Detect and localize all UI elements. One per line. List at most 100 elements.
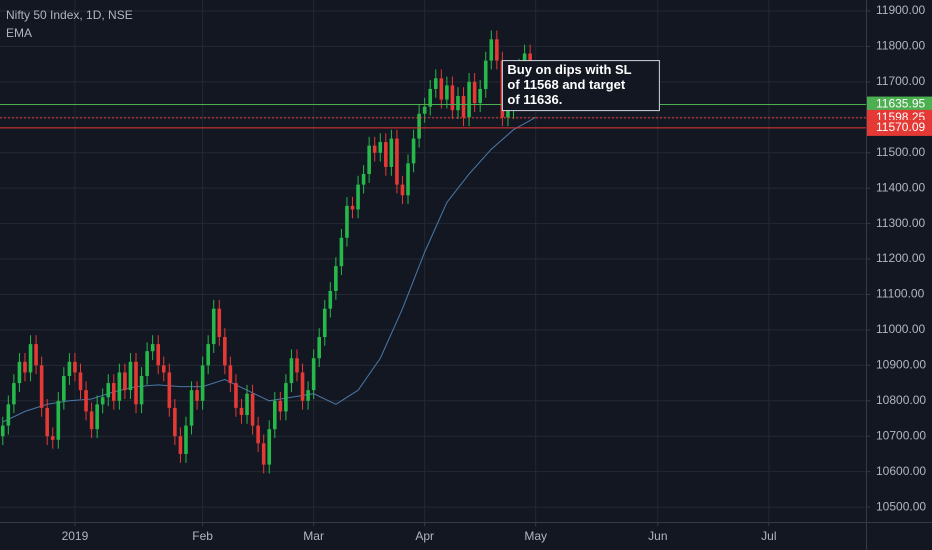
candle-body xyxy=(28,344,33,373)
candle-body xyxy=(328,290,333,309)
candle-body xyxy=(123,372,127,391)
candle-body xyxy=(173,407,177,437)
y-tick-label: 10700.00 xyxy=(876,428,926,442)
candle-body xyxy=(150,344,155,352)
candle-body xyxy=(300,372,305,401)
candle-body xyxy=(223,337,227,366)
candle-body xyxy=(206,344,210,366)
candle-body xyxy=(234,383,238,408)
price-level-tag xyxy=(867,96,932,113)
candle-body xyxy=(372,145,377,153)
candle-body xyxy=(139,375,144,405)
candle-body xyxy=(195,390,199,401)
x-tick-label: Jun xyxy=(648,529,667,543)
candle-body xyxy=(345,205,349,238)
candle-body xyxy=(267,429,272,465)
candle-body xyxy=(350,205,355,210)
candle-body xyxy=(228,365,233,384)
candle-body xyxy=(411,138,416,164)
candle-body xyxy=(467,81,471,118)
candle-body xyxy=(284,383,288,412)
candle-body xyxy=(23,361,27,373)
candle-body xyxy=(112,383,116,401)
y-tick-label: 10900.00 xyxy=(876,358,926,372)
x-tick-label: Mar xyxy=(303,529,324,543)
y-tick-label: 11300.00 xyxy=(876,216,925,230)
candle-body xyxy=(489,39,494,61)
y-tick-label: 11200.00 xyxy=(876,251,925,265)
candle-body xyxy=(106,383,111,398)
candle-body xyxy=(161,365,166,373)
candle-body xyxy=(433,78,438,89)
candle-body xyxy=(245,393,249,415)
candle-body xyxy=(100,397,105,405)
candle-body xyxy=(200,365,205,401)
candle-body xyxy=(67,361,72,376)
x-tick-label: Feb xyxy=(192,529,213,543)
candle-body xyxy=(472,81,477,104)
candle-body xyxy=(12,383,16,405)
candle-body xyxy=(89,411,94,430)
candle-body xyxy=(506,110,510,118)
y-tick-label: 11500.00 xyxy=(876,145,925,159)
candle-body xyxy=(117,372,122,401)
candle-body xyxy=(6,404,11,426)
candle-body xyxy=(389,138,394,167)
candle-body xyxy=(45,407,49,437)
candle-body xyxy=(395,138,399,185)
candle-body xyxy=(461,96,466,118)
candle-body xyxy=(250,393,255,426)
candle-body xyxy=(361,174,366,185)
x-tick-label: May xyxy=(524,529,547,543)
y-tick-label: 11000.00 xyxy=(876,322,925,336)
candle-body xyxy=(167,372,172,408)
candle-body xyxy=(289,358,294,384)
y-tick-label: 11800.00 xyxy=(876,39,925,53)
candle-body xyxy=(145,351,149,376)
candle-body xyxy=(384,142,388,167)
y-tick-label: 10500.00 xyxy=(876,499,926,513)
candle-body xyxy=(422,106,427,114)
y-tick-label: 10800.00 xyxy=(876,393,926,407)
price-level-tag xyxy=(867,119,932,136)
y-tick-label: 11400.00 xyxy=(876,180,925,194)
annotation-text: Buy on dips with SL xyxy=(507,62,631,77)
candle-body xyxy=(450,85,455,111)
candle-body xyxy=(73,361,77,373)
candle-body xyxy=(417,113,421,139)
candle-body xyxy=(156,344,161,366)
candle-body xyxy=(34,344,38,366)
candle-body xyxy=(400,184,405,196)
candle-body xyxy=(239,407,244,415)
candle-body xyxy=(17,361,22,384)
candle-body xyxy=(84,390,88,412)
candle-body xyxy=(278,400,283,412)
candle-body xyxy=(78,372,83,391)
annotation-box xyxy=(501,60,660,112)
candle-body xyxy=(439,78,444,100)
candle-body xyxy=(56,400,61,440)
candle-body xyxy=(495,39,499,61)
candle-body xyxy=(134,361,138,405)
candle-body xyxy=(478,88,482,104)
chart-title: Nifty 50 Index, 1D, NSE xyxy=(6,8,133,22)
candle-body xyxy=(334,266,338,291)
candle-body xyxy=(356,184,360,210)
candle-body xyxy=(445,85,449,100)
candle-body xyxy=(317,337,321,359)
candle-body xyxy=(322,308,327,338)
candle-body xyxy=(367,145,371,174)
candle-body xyxy=(306,390,310,401)
price-level-label: 11570.09 xyxy=(876,120,925,134)
candle-body xyxy=(50,436,55,440)
candle-body xyxy=(211,308,216,345)
y-tick-label: 11100.00 xyxy=(876,287,925,301)
candle-body xyxy=(0,425,5,437)
candle-body xyxy=(184,425,188,454)
candle-body xyxy=(256,425,260,444)
y-tick-label: 10600.00 xyxy=(876,464,926,478)
x-tick-label: 2019 xyxy=(62,529,89,543)
candle-body xyxy=(428,88,433,107)
